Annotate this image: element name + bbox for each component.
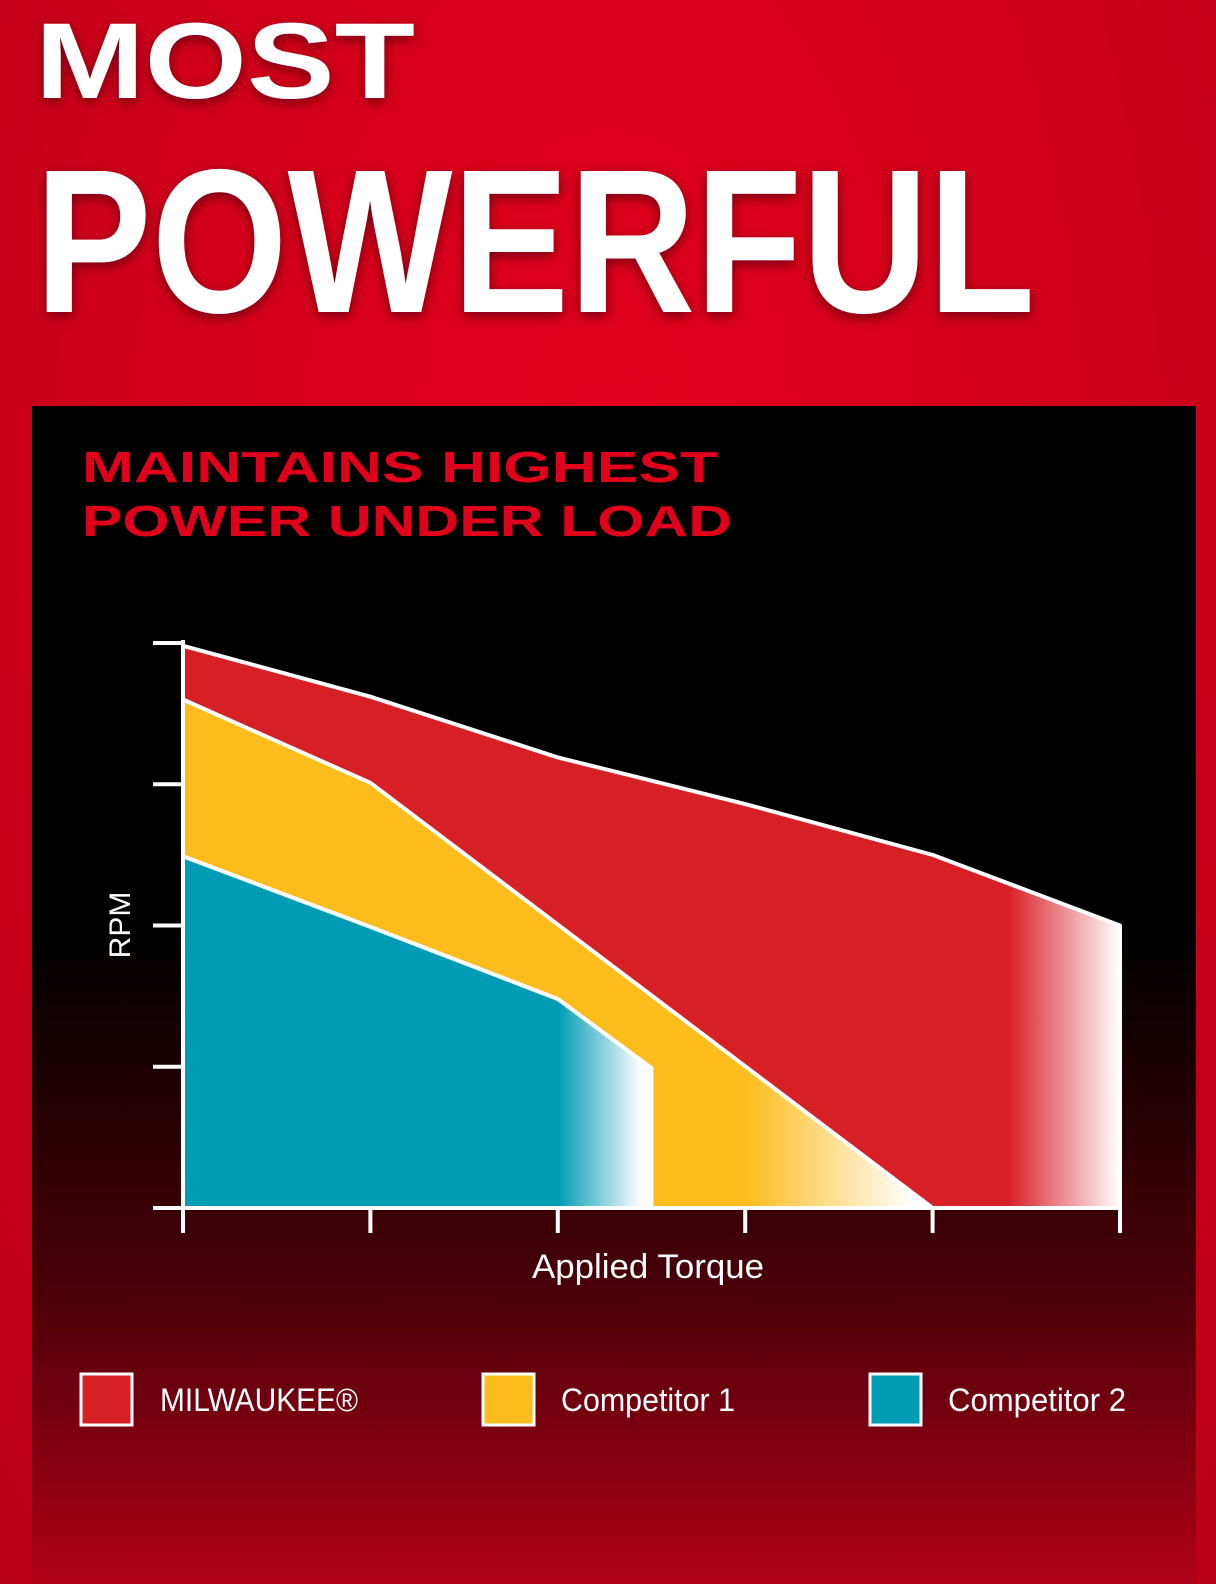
line-competitor-2: [182, 854, 654, 1208]
legend-swatch: [868, 1372, 923, 1427]
plot-area: [153, 640, 1122, 1233]
legend-label: MILWAUKEE®: [160, 1382, 358, 1418]
line-milwaukee: [182, 643, 1122, 1208]
area-competitor-2: [183, 856, 652, 1208]
header-line2: POWERFUL: [35, 127, 1035, 356]
legend-label: Competitor 1: [561, 1382, 735, 1418]
legend-swatch: [79, 1372, 134, 1427]
legend-item-competitor-2: Competitor 2: [868, 1372, 1126, 1427]
line-competitor-1: [182, 697, 934, 1210]
x-axis-label: Applied Torque: [532, 1248, 764, 1286]
legend-label: Competitor 2: [948, 1382, 1126, 1418]
legend-item-competitor-1: Competitor 1: [481, 1372, 735, 1427]
chart-title-line1: MAINTAINS HIGHEST: [82, 443, 718, 492]
legend: MILWAUKEE® Competitor 1 Competitor 2: [79, 1372, 1126, 1427]
header-line1: MOST: [35, 0, 415, 121]
chart-title-line2: POWER UNDER LOAD: [82, 497, 732, 546]
legend-swatch: [481, 1372, 536, 1427]
legend-item-milwaukee: MILWAUKEE®: [79, 1372, 358, 1427]
y-axis-label: RPM: [104, 892, 137, 959]
